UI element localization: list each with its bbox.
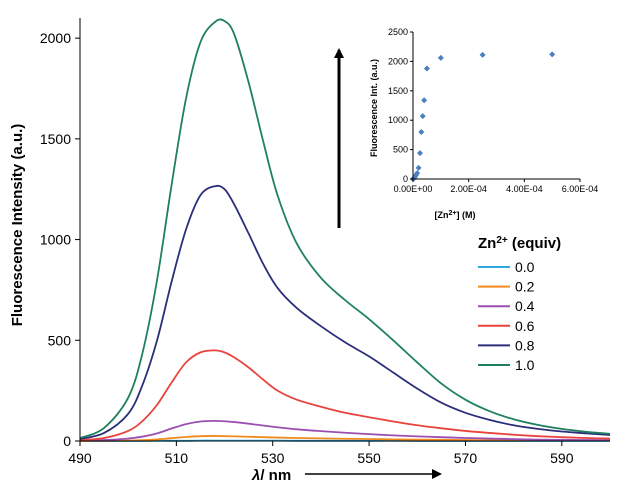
inset-x-tick-label: 0.00E+00 xyxy=(394,184,433,194)
main-x-tick-label: 590 xyxy=(550,450,574,466)
inset-x-tick-label: 4.00E-04 xyxy=(506,184,543,194)
main-axes xyxy=(75,18,610,446)
inset-x-axis-title-charge: 2+ xyxy=(449,210,457,217)
inset-data-point xyxy=(417,150,423,156)
legend-title-charge: 2+ xyxy=(496,235,508,246)
main-y-axis-title: Fluorescence Intensity (a.u.) xyxy=(9,124,26,327)
main-y-tick-label: 2000 xyxy=(40,30,71,46)
legend-title-element: Zn xyxy=(478,235,496,252)
inset-y-tick-label: 1000 xyxy=(388,115,408,125)
inset-data-point xyxy=(424,65,430,71)
main-x-axis-title: λ/ nm xyxy=(251,467,291,484)
inset-points xyxy=(410,51,555,182)
inset-data-point xyxy=(420,113,426,119)
legend-title-unit: (equiv) xyxy=(508,235,561,252)
inset-y-tick-label: 2000 xyxy=(388,56,408,66)
main-y-tick-label: 1000 xyxy=(40,232,71,248)
inset-x-tick-labels: 0.00E+00 2.00E-04 4.00E-04 6.00E-04 xyxy=(394,184,599,194)
inset-x-axis-title-prefix: [Zn xyxy=(435,210,449,220)
main-y-tick-label: 0 xyxy=(63,433,71,449)
inset-y-tick-label: 500 xyxy=(393,145,408,155)
main-y-tick-label: 500 xyxy=(48,332,72,348)
inset-data-point xyxy=(416,165,422,171)
inset-data-point xyxy=(549,51,555,57)
inset-y-tick-label: 2500 xyxy=(388,27,408,37)
inset-data-point xyxy=(480,52,486,58)
inset-y-tick-label: 1500 xyxy=(388,86,408,96)
main-x-tick-label: 550 xyxy=(357,450,381,466)
inset-y-tick-labels: 0 500 1000 1500 2000 2500 xyxy=(388,27,408,184)
legend-items: 0.0 0.2 0.4 0.6 0.8 1.0 xyxy=(478,259,535,373)
legend: Zn2+ (equiv) 0.0 0.2 0.4 0.6 0.8 1.0 xyxy=(478,235,561,373)
inset-data-point xyxy=(418,129,424,135)
inset-data-point xyxy=(438,55,444,61)
main-x-tick-label: 490 xyxy=(68,450,92,466)
legend-label-0-2: 0.2 xyxy=(515,279,535,295)
main-x-tick-label: 570 xyxy=(454,450,478,466)
main-y-tick-label: 1500 xyxy=(40,131,71,147)
inset-x-tick-label: 6.00E-04 xyxy=(562,184,599,194)
main-x-axis-title-unit: / nm xyxy=(260,467,291,484)
main-series-group xyxy=(80,19,610,441)
inset-y-tick-label: 0 xyxy=(403,174,408,184)
legend-label-0-4: 0.4 xyxy=(515,298,535,314)
inset-x-axis-title-unit: ] (M) xyxy=(456,210,475,220)
main-y-tick-labels: 0 500 1000 1500 2000 xyxy=(40,30,71,449)
legend-label-1-0: 1.0 xyxy=(515,357,535,373)
inset-data-point xyxy=(421,97,427,103)
main-x-axis-title-symbol: λ xyxy=(251,467,260,484)
legend-title: Zn2+ (equiv) xyxy=(478,235,561,252)
inset-y-axis-title: Fluorescence Int. (a.u.) xyxy=(369,59,379,157)
inset-x-axis-title: [Zn2+] (M) xyxy=(435,210,476,220)
inset-x-tick-label: 2.00E-04 xyxy=(450,184,487,194)
legend-label-0-0: 0.0 xyxy=(515,259,535,275)
series-line-1-0 xyxy=(80,19,610,438)
main-x-tick-labels: 490 510 530 550 570 590 xyxy=(68,450,573,466)
main-x-tick-label: 510 xyxy=(165,450,189,466)
main-x-tick-label: 530 xyxy=(261,450,285,466)
legend-label-0-8: 0.8 xyxy=(515,337,535,353)
legend-label-0-6: 0.6 xyxy=(515,318,535,334)
